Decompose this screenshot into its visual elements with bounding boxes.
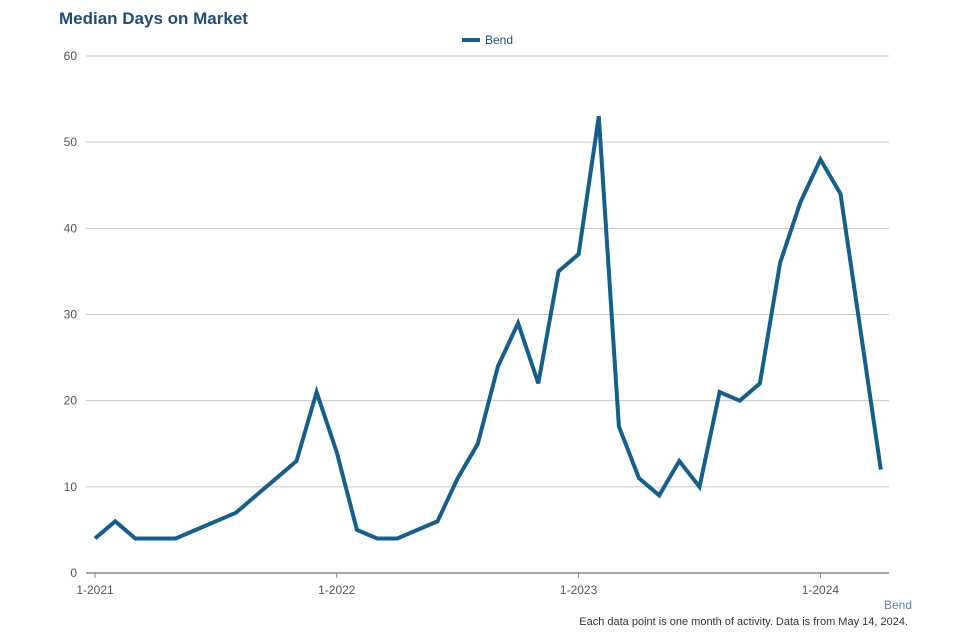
x-tick-label-1-2024: 1-2024 bbox=[802, 583, 840, 597]
chart-title: Median Days on Market bbox=[59, 9, 248, 28]
x-tick-label-1-2022: 1-2022 bbox=[318, 583, 356, 597]
x-tick-label-1-2021: 1-2021 bbox=[76, 583, 114, 597]
series-line-bend bbox=[93, 116, 883, 541]
y-tick-label-0: 0 bbox=[70, 566, 77, 580]
legend-swatch-bend bbox=[462, 38, 480, 42]
y-tick-label-50: 50 bbox=[64, 135, 78, 149]
y-tick-label-40: 40 bbox=[64, 221, 78, 235]
y-tick-label-60: 60 bbox=[64, 49, 78, 63]
chart-legend: Bend bbox=[462, 33, 513, 47]
source-label: Bend bbox=[883, 598, 912, 612]
y-tick-label-20: 20 bbox=[64, 394, 78, 408]
y-tick-label-30: 30 bbox=[64, 308, 78, 322]
legend-label-bend: Bend bbox=[485, 33, 514, 47]
x-tick-label-1-2023: 1-2023 bbox=[560, 583, 598, 597]
y-tick-label-10: 10 bbox=[64, 480, 78, 494]
footnote: Each data point is one month of activity… bbox=[579, 616, 908, 628]
